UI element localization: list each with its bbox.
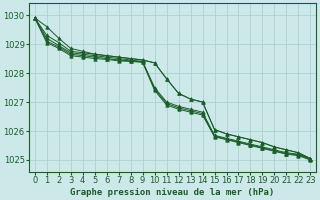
X-axis label: Graphe pression niveau de la mer (hPa): Graphe pression niveau de la mer (hPa) [70,188,275,197]
